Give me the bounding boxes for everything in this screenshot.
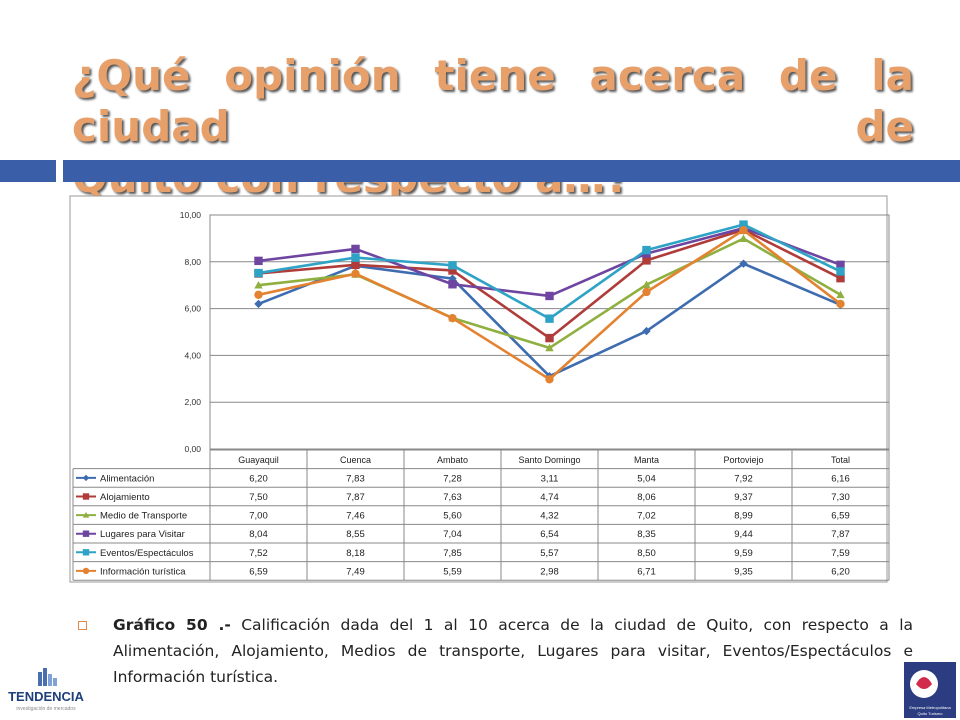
y-tick-label: 4,00 (184, 350, 201, 360)
caption-text: Calificación dada del 1 al 10 acerca de … (113, 616, 913, 686)
table-value: 4,32 (540, 511, 559, 522)
table-value: 2,98 (540, 566, 559, 577)
table-value: 7,83 (346, 473, 365, 484)
table-value: 6,59 (831, 511, 850, 522)
table-value: 4,74 (540, 492, 559, 503)
legend-label: Información turística (100, 566, 186, 577)
data-point (739, 226, 747, 234)
tendencia-logo: TENDENCIA investigación de mercados (0, 664, 92, 720)
y-tick-label: 2,00 (184, 397, 201, 407)
table-value: 7,85 (443, 548, 462, 559)
data-point (351, 270, 359, 278)
table-value: 7,87 (346, 492, 365, 503)
table-value: 7,00 (249, 511, 268, 522)
x-tick-label: Ambato (437, 455, 468, 465)
table-value: 7,52 (249, 548, 268, 559)
table-value: 8,18 (346, 548, 365, 559)
table-value: 7,63 (443, 492, 462, 503)
data-point (545, 314, 553, 322)
bullet-icon (78, 621, 87, 630)
table-value: 6,20 (831, 566, 850, 577)
data-point (836, 300, 844, 308)
table-value: 6,59 (249, 566, 268, 577)
x-tick-label: Guayaquil (238, 455, 279, 465)
table-value: 7,50 (249, 492, 268, 503)
table-value: 7,04 (443, 529, 462, 540)
x-tick-label: Manta (634, 455, 659, 465)
quito-turismo-logo: Empresa Metropolitana Quito Turismo (904, 662, 956, 718)
table-value: 5,57 (540, 548, 559, 559)
x-tick-label: Santo Domingo (518, 455, 580, 465)
table-value: 5,60 (443, 511, 462, 522)
legend-label: Alojamiento (100, 492, 150, 503)
caption-label: Gráfico 50 .- (113, 616, 231, 634)
table-value: 5,59 (443, 566, 462, 577)
data-point (642, 288, 650, 296)
legend-marker (83, 549, 89, 555)
x-tick-label: Cuenca (340, 455, 371, 465)
svg-text:Quito Turismo: Quito Turismo (918, 711, 944, 716)
table-value: 6,71 (637, 566, 656, 577)
table-value: 7,30 (831, 492, 850, 503)
x-tick-label: Portoviejo (723, 455, 763, 465)
legend-label: Eventos/Espectáculos (100, 548, 194, 559)
table-value: 7,02 (637, 511, 656, 522)
table-value: 7,59 (831, 548, 850, 559)
legend-label: Lugares para Visitar (100, 529, 185, 540)
data-point (351, 261, 359, 269)
table-value: 8,35 (637, 529, 656, 540)
data-point (254, 269, 262, 277)
line-chart: 0,00 2,00 4,00 6,00 8,00 10,00 Guayaquil Cuenca… (0, 0, 960, 600)
table-value: 7,46 (346, 511, 365, 522)
logo-subtitle: investigación de mercados (16, 706, 76, 712)
data-point (545, 375, 553, 383)
table-value: 6,54 (540, 529, 559, 540)
data-point (448, 280, 456, 288)
table-value: 7,87 (831, 529, 850, 540)
legend-marker (83, 493, 89, 499)
table-value: 8,06 (637, 492, 656, 503)
data-point (448, 314, 456, 322)
y-tick-label: 8,00 (184, 257, 201, 267)
table-value: 5,04 (637, 473, 656, 484)
data-point (351, 253, 359, 261)
table-value: 7,28 (443, 473, 462, 484)
table-value: 9,35 (734, 566, 753, 577)
legend-marker (83, 568, 89, 574)
y-tick-label: 0,00 (184, 444, 201, 454)
table-value: 8,04 (249, 529, 268, 540)
legend-label: Alimentación (100, 473, 154, 484)
y-tick-label: 10,00 (180, 210, 202, 220)
data-point (642, 246, 650, 254)
data-point (351, 245, 359, 253)
y-tick-label: 6,00 (184, 304, 201, 314)
chart-caption: Gráfico 50 .- Calificación dada del 1 al… (113, 612, 913, 690)
data-point (254, 291, 262, 299)
data-point (545, 334, 553, 342)
table-value: 3,11 (541, 473, 559, 484)
logo-name: TENDENCIA (8, 689, 84, 704)
table-value: 7,49 (346, 566, 365, 577)
table-value: 9,37 (734, 492, 753, 503)
table-value: 9,44 (734, 529, 753, 540)
data-point (448, 261, 456, 269)
table-value: 8,50 (637, 548, 656, 559)
table-value: 7,92 (734, 473, 753, 484)
table-value: 8,55 (346, 529, 365, 540)
table-value: 8,99 (734, 511, 753, 522)
data-point (254, 257, 262, 265)
data-point (836, 267, 844, 275)
table-value: 6,16 (831, 473, 850, 484)
table-value: 9,59 (734, 548, 753, 559)
data-point (545, 292, 553, 300)
x-tick-label: Total (831, 455, 850, 465)
svg-text:Empresa Metropolitana: Empresa Metropolitana (909, 705, 951, 710)
legend-label: Medio de Transporte (100, 511, 187, 522)
legend-marker (83, 531, 89, 537)
table-value: 6,20 (249, 473, 268, 484)
